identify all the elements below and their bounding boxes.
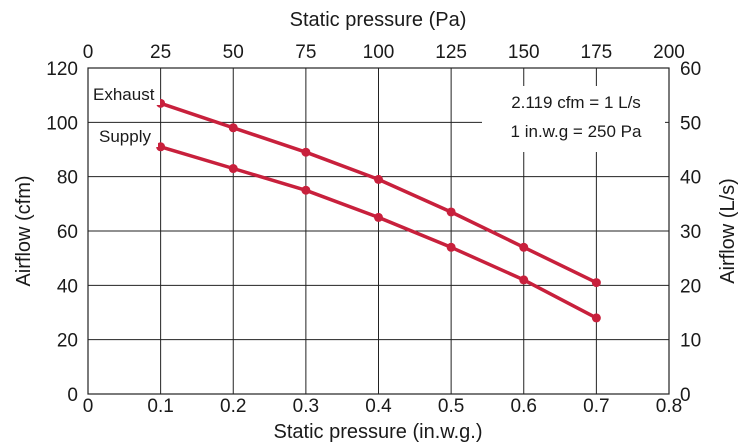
bottom-x-tick-label: 0.2 (220, 396, 246, 417)
left-y-axis-title: Airflow (cfm) (13, 175, 35, 286)
bottom-x-axis-title: Static pressure (in.w.g.) (274, 421, 483, 443)
left-y-tick-label: 0 (67, 385, 78, 406)
conversion-note-line-2: 1 in.w.g = 250 Pa (511, 122, 642, 141)
left-y-tick-label: 60 (57, 222, 78, 243)
bottom-x-tick-label: 0.5 (438, 396, 464, 417)
supply-data-point (229, 164, 238, 173)
right-y-tick-labels: 0 10 20 30 40 50 60 (680, 59, 701, 406)
right-y-tick-label: 60 (680, 59, 701, 80)
left-y-tick-label: 120 (46, 59, 78, 80)
supply-data-point (519, 275, 528, 284)
exhaust-data-point (519, 243, 528, 252)
top-x-tick-label: 150 (508, 42, 540, 63)
right-y-tick-label: 40 (680, 168, 701, 189)
supply-data-point (447, 243, 456, 252)
top-x-tick-label: 100 (363, 42, 395, 63)
left-y-tick-label: 100 (46, 113, 78, 134)
top-x-axis-title: Static pressure (Pa) (290, 9, 467, 31)
exhaust-data-point (229, 123, 238, 132)
conversion-note-line-1: 2.119 cfm = 1 L/s (511, 93, 641, 112)
bottom-x-tick-label: 0 (83, 396, 94, 417)
right-y-tick-label: 20 (680, 276, 701, 297)
top-x-tick-label: 125 (435, 42, 467, 63)
top-x-tick-label: 75 (295, 42, 316, 63)
exhaust-data-point (447, 207, 456, 216)
right-y-tick-label: 10 (680, 331, 701, 352)
left-y-tick-labels: 0 20 40 60 80 100 120 (46, 59, 78, 406)
right-y-axis-title: Airflow (L/s) (717, 178, 739, 284)
exhaust-series-label: Exhaust (93, 85, 155, 104)
bottom-x-tick-label: 0.4 (365, 396, 392, 417)
left-y-tick-label: 80 (57, 168, 78, 189)
exhaust-data-point (592, 278, 601, 287)
bottom-x-tick-labels: 0 0.1 0.2 0.3 0.4 0.5 0.6 0.7 0.8 (83, 396, 683, 417)
bottom-x-tick-label: 0.3 (293, 396, 319, 417)
top-x-tick-labels: 0 25 50 75 100 125 150 175 200 (83, 42, 685, 63)
exhaust-data-point (374, 175, 383, 184)
right-y-tick-label: 30 (680, 222, 701, 243)
supply-data-point (301, 186, 310, 195)
top-x-tick-label: 25 (150, 42, 171, 63)
bottom-x-tick-label: 0.7 (583, 396, 609, 417)
bottom-x-tick-label: 0.8 (656, 396, 682, 417)
exhaust-data-point (301, 148, 310, 157)
supply-data-point (374, 213, 383, 222)
left-y-tick-label: 40 (57, 276, 78, 297)
right-y-tick-label: 0 (680, 385, 691, 406)
supply-series-label: Supply (99, 127, 151, 146)
top-x-tick-label: 175 (581, 42, 613, 63)
left-y-tick-label: 20 (57, 331, 78, 352)
right-y-tick-label: 50 (680, 113, 701, 134)
bottom-x-tick-label: 0.6 (511, 396, 537, 417)
supply-data-point (592, 313, 601, 322)
bottom-x-tick-label: 0.1 (147, 396, 173, 417)
top-x-tick-label: 0 (83, 42, 94, 63)
top-x-tick-label: 50 (223, 42, 244, 63)
